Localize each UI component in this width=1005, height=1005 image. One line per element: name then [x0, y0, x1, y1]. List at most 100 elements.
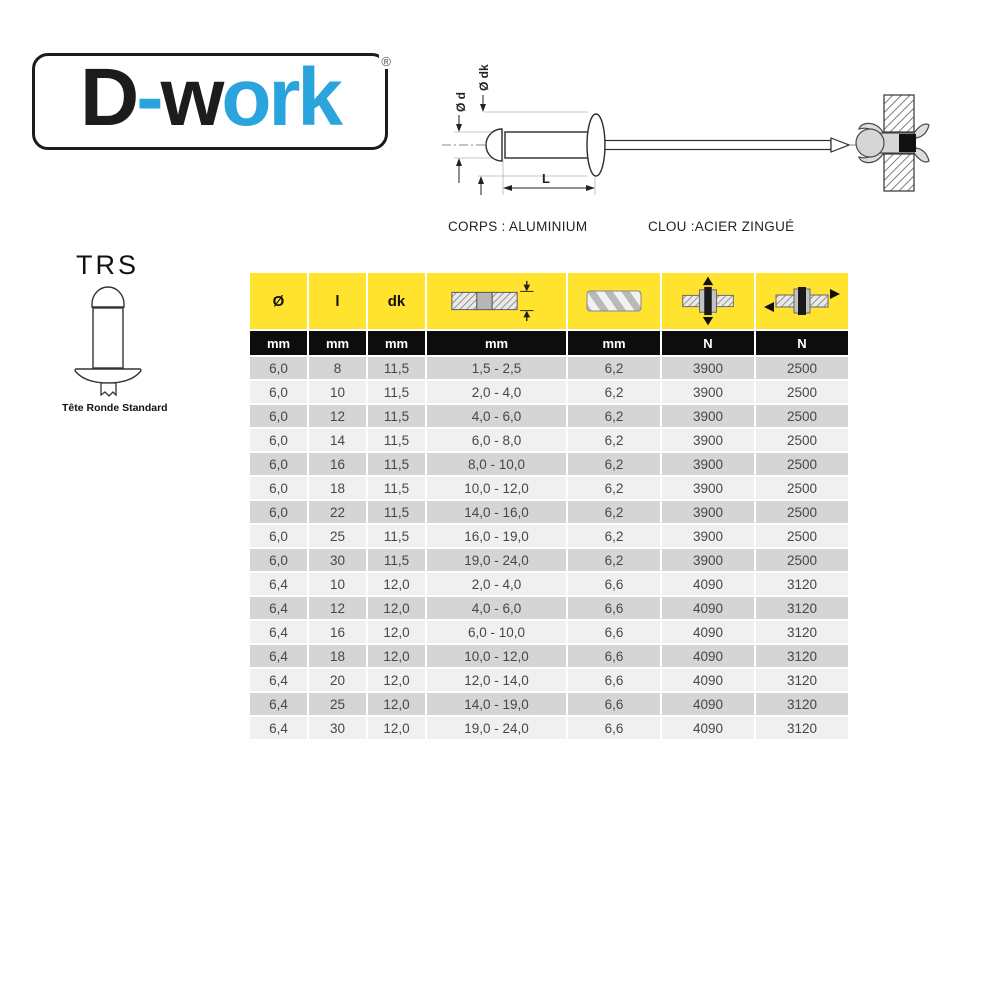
product-code-title: TRS [76, 250, 139, 280]
table-cell: 6,4 [250, 597, 307, 619]
table-cell: 6,2 [568, 429, 660, 451]
table-cell: 4090 [662, 621, 754, 643]
table-cell: 12,0 [368, 597, 425, 619]
table-cell: 3120 [756, 693, 848, 715]
table-cell: 3900 [662, 429, 754, 451]
table-cell: 3120 [756, 645, 848, 667]
table-cell: 10,0 - 12,0 [427, 477, 566, 499]
table-cell: 8,0 - 10,0 [427, 453, 566, 475]
grip-range-icon [450, 280, 533, 322]
table-header-row: Ø l dk [250, 273, 848, 329]
dwork-logo: D-work ® [32, 53, 393, 150]
table-cell: 6,6 [568, 597, 660, 619]
table-cell: 2,0 - 4,0 [427, 573, 566, 595]
table-cell: 30 [309, 717, 366, 739]
table-row: 6,4 30 12,0 19,0 - 24,0 6,6 4090 3120 [250, 717, 848, 739]
table-cell: 6,2 [568, 549, 660, 571]
table-row: 6,4 16 12,0 6,0 - 10,0 6,6 4090 3120 [250, 621, 848, 643]
col-header-diameter: Ø [250, 273, 307, 329]
logo-part: D [80, 51, 139, 143]
table-cell: 2500 [756, 357, 848, 379]
table-cell: 4090 [662, 717, 754, 739]
col-header-grip-range [427, 273, 566, 329]
table-row: 6,0 16 11,5 8,0 - 10,0 6,2 3900 2500 [250, 453, 848, 475]
product-caption: Tête Ronde Standard [62, 402, 168, 414]
table-cell: 12,0 [368, 669, 425, 691]
table-cell: 3120 [756, 573, 848, 595]
table-cell: 3900 [662, 525, 754, 547]
unit-cell: N [756, 331, 848, 355]
col-header-drill-hole [568, 273, 660, 329]
table-cell: 6,0 - 8,0 [427, 429, 566, 451]
table-cell: 3120 [756, 621, 848, 643]
table-cell: 12,0 [368, 717, 425, 739]
table-cell: 4090 [662, 693, 754, 715]
table-row: 6,0 25 11,5 16,0 - 19,0 6,2 3900 2500 [250, 525, 848, 547]
table-cell: 6,6 [568, 573, 660, 595]
table-row: 6,0 8 11,5 1,5 - 2,5 6,2 3900 2500 [250, 357, 848, 379]
col-header-head-diameter: dk [368, 273, 425, 329]
table-cell: 6,0 [250, 429, 307, 451]
table-cell: 4090 [662, 573, 754, 595]
table-cell: 19,0 - 24,0 [427, 717, 566, 739]
table-cell: 2500 [756, 477, 848, 499]
table-cell: 6,6 [568, 645, 660, 667]
table-row: 6,4 10 12,0 2,0 - 4,0 6,6 4090 3120 [250, 573, 848, 595]
table-cell: 6,0 [250, 477, 307, 499]
table-cell: 4,0 - 6,0 [427, 597, 566, 619]
table-cell: 22 [309, 501, 366, 523]
table-cell: 6,2 [568, 381, 660, 403]
table-row: 6,0 22 11,5 14,0 - 16,0 6,2 3900 2500 [250, 501, 848, 523]
table-cell: 11,5 [368, 477, 425, 499]
table-cell: 2500 [756, 381, 848, 403]
nail-material-label: CLOU :ACIER ZINGUÉ [648, 219, 795, 234]
unit-cell: mm [427, 331, 566, 355]
table-cell: 10,0 - 12,0 [427, 645, 566, 667]
drill-hole-icon [586, 290, 642, 312]
table-cell: 11,5 [368, 501, 425, 523]
table-cell: 6,4 [250, 693, 307, 715]
length-dim-label: L [542, 171, 550, 186]
table-cell: 11,5 [368, 381, 425, 403]
table-cell: 2500 [756, 501, 848, 523]
table-cell: 25 [309, 525, 366, 547]
table-cell: 14 [309, 429, 366, 451]
table-cell: 2500 [756, 429, 848, 451]
table-cell: 6,2 [568, 501, 660, 523]
table-row: 6,0 10 11,5 2,0 - 4,0 6,2 3900 2500 [250, 381, 848, 403]
table-cell: 6,6 [568, 669, 660, 691]
table-cell: 14,0 - 19,0 [427, 693, 566, 715]
table-cell: 2500 [756, 525, 848, 547]
unit-cell: N [662, 331, 754, 355]
dwork-logo-text: D-work [80, 56, 343, 139]
installed-rivet-icon [855, 94, 930, 192]
table-cell: 3900 [662, 501, 754, 523]
table-cell: 12,0 [368, 645, 425, 667]
table-row: 6,4 20 12,0 12,0 - 14,0 6,6 4090 3120 [250, 669, 848, 691]
table-cell: 6,6 [568, 693, 660, 715]
table-cell: 6,0 [250, 501, 307, 523]
table-cell: 12,0 - 14,0 [427, 669, 566, 691]
table-cell: 3900 [662, 477, 754, 499]
table-row: 6,4 25 12,0 14,0 - 19,0 6,6 4090 3120 [250, 693, 848, 715]
table-cell: 3120 [756, 669, 848, 691]
table-cell: 10 [309, 573, 366, 595]
svg-text:Ø d: Ø d [454, 92, 468, 112]
table-cell: 2500 [756, 405, 848, 427]
table-cell: 6,6 [568, 717, 660, 739]
table-cell: 16 [309, 453, 366, 475]
table-cell: 11,5 [368, 405, 425, 427]
table-cell: 12 [309, 405, 366, 427]
table-row: 6,0 12 11,5 4,0 - 6,0 6,2 3900 2500 [250, 405, 848, 427]
table-cell: 2500 [756, 549, 848, 571]
unit-cell: mm [250, 331, 307, 355]
table-cell: 20 [309, 669, 366, 691]
table-row: 6,4 12 12,0 4,0 - 6,0 6,6 4090 3120 [250, 597, 848, 619]
table-cell: 6,0 [250, 525, 307, 547]
table-cell: 25 [309, 693, 366, 715]
table-cell: 6,2 [568, 357, 660, 379]
table-cell: 6,4 [250, 717, 307, 739]
table-cell: 6,0 [250, 549, 307, 571]
table-units-row: mm mm mm mm mm N N [250, 331, 848, 355]
